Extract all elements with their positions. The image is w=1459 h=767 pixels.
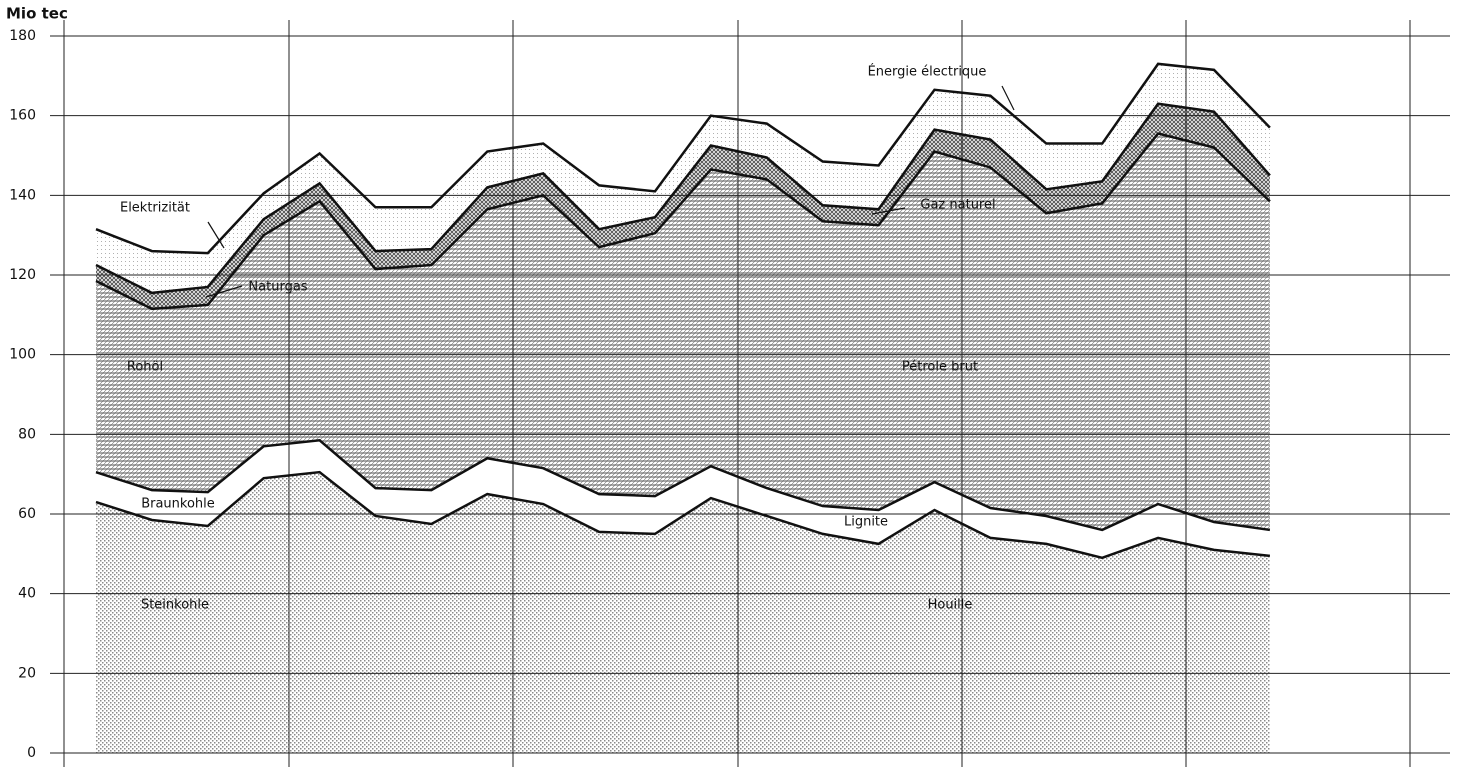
area [96,440,1270,558]
y-tick-label: 0 [27,745,36,761]
series-label: Elektrizität [120,201,190,216]
series-label-fr: Gaz naturel [920,198,995,213]
arrow [1001,85,1015,111]
y-tick-label: 180 [9,28,36,44]
y-tick-label: 40 [18,586,36,602]
arrow [207,221,225,249]
y-tick-label: 140 [9,187,36,203]
area-edge [95,439,1271,532]
area [96,133,1270,530]
grid [50,20,1450,767]
y-tick-label: 100 [9,347,36,363]
area [96,63,1270,293]
y-tick-label: 60 [18,506,36,522]
arrow [205,285,243,298]
series-label: Steinkohle [141,598,209,613]
y-tick-label: 20 [18,665,36,681]
series-label: Rohöl [127,360,163,375]
series-label-fr: Pétrole brut [902,360,978,375]
area-edge [95,132,1271,311]
area [96,103,1270,309]
y-tick-label: 80 [18,426,36,442]
series-label-fr: Houille [928,598,973,613]
y-tick-label: 160 [9,108,36,124]
series-label: Braunkohle [141,497,215,512]
series-label-fr: Lignite [844,515,888,530]
area-edge [95,62,1271,255]
series-label: Naturgas [248,280,307,295]
y-axis-label: Mio tec [6,5,68,23]
area-edge [95,102,1271,295]
y-tick-label: 120 [9,267,36,283]
area-edge [95,470,1271,560]
series-label-fr: Énergie électrique [868,64,987,80]
areas [96,63,1270,753]
area [96,472,1270,753]
